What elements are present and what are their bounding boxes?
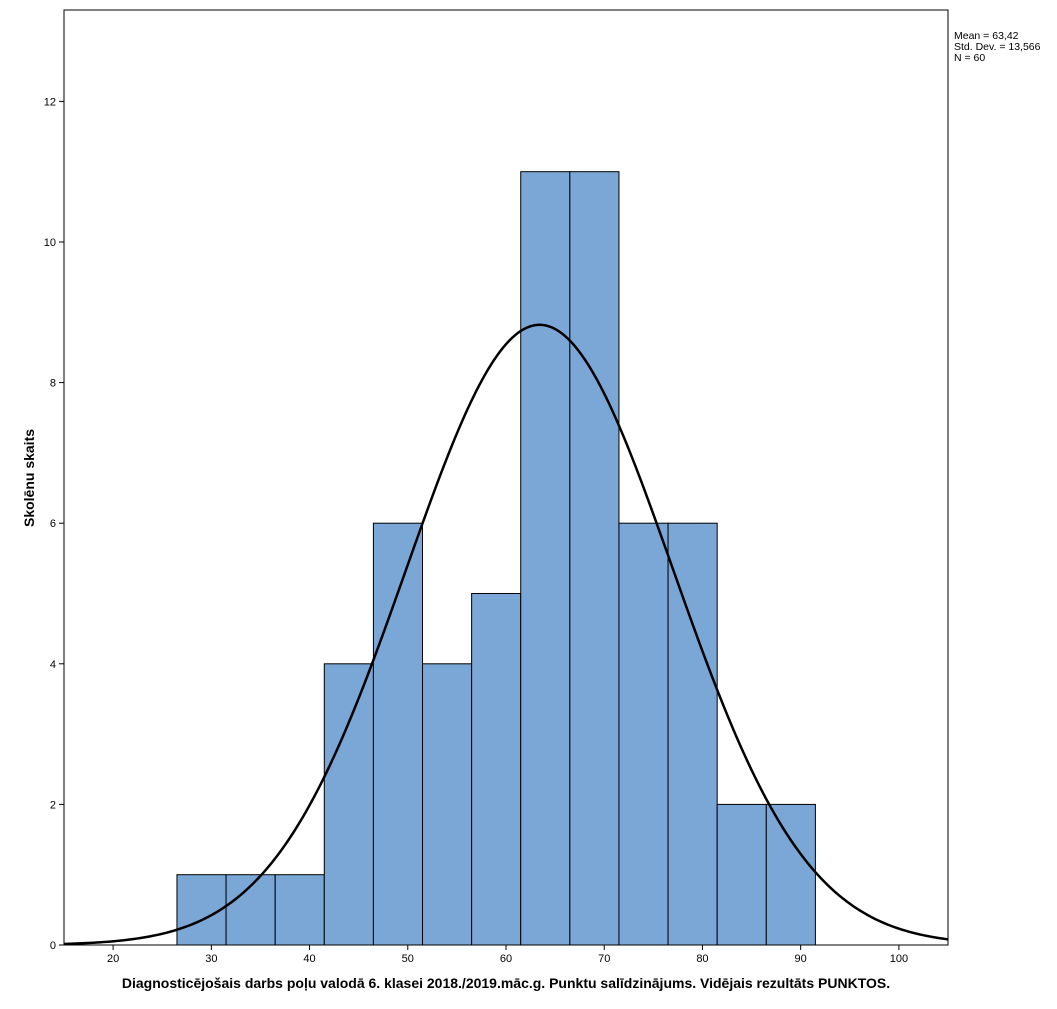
x-tick-label: 90	[795, 953, 807, 965]
histogram-bar	[716, 803, 767, 946]
histogram-bar	[667, 522, 718, 946]
std-dev-label: Std. Dev. = 13,566	[954, 41, 1041, 53]
y-tick-label: 6	[50, 518, 56, 530]
x-tick-label: 50	[402, 953, 414, 965]
histogram-bar	[372, 522, 424, 946]
x-tick-label: 30	[205, 953, 217, 965]
y-tick-label: 8	[50, 378, 56, 390]
y-tick-label: 0	[50, 940, 56, 952]
x-tick-label: 20	[107, 953, 119, 965]
y-axis-title: Skolēnu skaits	[21, 429, 37, 527]
histogram-bar	[569, 171, 620, 946]
histogram-bar	[520, 171, 571, 946]
x-tick-label: 80	[696, 953, 708, 965]
mean-label: Mean = 63,42	[954, 30, 1019, 42]
histogram-bar	[422, 663, 473, 946]
histogram-bar	[274, 874, 325, 946]
x-tick-label: 100	[890, 953, 908, 965]
y-tick-label: 12	[44, 96, 56, 108]
normal-curve	[63, 323, 949, 946]
histogram-bar	[471, 592, 522, 946]
n-label: N = 60	[954, 52, 986, 64]
x-axis: 20 30 40 50 60 70 80 90 100	[107, 945, 908, 965]
y-axis: 0 2 4 6 8 10 12	[44, 96, 64, 952]
y-tick-label: 4	[50, 659, 56, 671]
x-tick-label: 40	[303, 953, 315, 965]
x-tick-label: 70	[598, 953, 610, 965]
y-tick-label: 10	[44, 237, 56, 249]
histogram-bar	[323, 663, 374, 946]
x-axis-title: Diagnosticējošais darbs poļu valodā 6. k…	[122, 975, 890, 991]
histogram-bar	[176, 874, 227, 946]
y-tick-label: 2	[50, 799, 56, 811]
histogram-bar	[618, 522, 669, 946]
stats-box: Mean = 63,42 Std. Dev. = 13,566 N = 60	[954, 31, 1041, 64]
x-tick-label: 60	[500, 953, 512, 965]
histogram-bar	[765, 803, 816, 946]
